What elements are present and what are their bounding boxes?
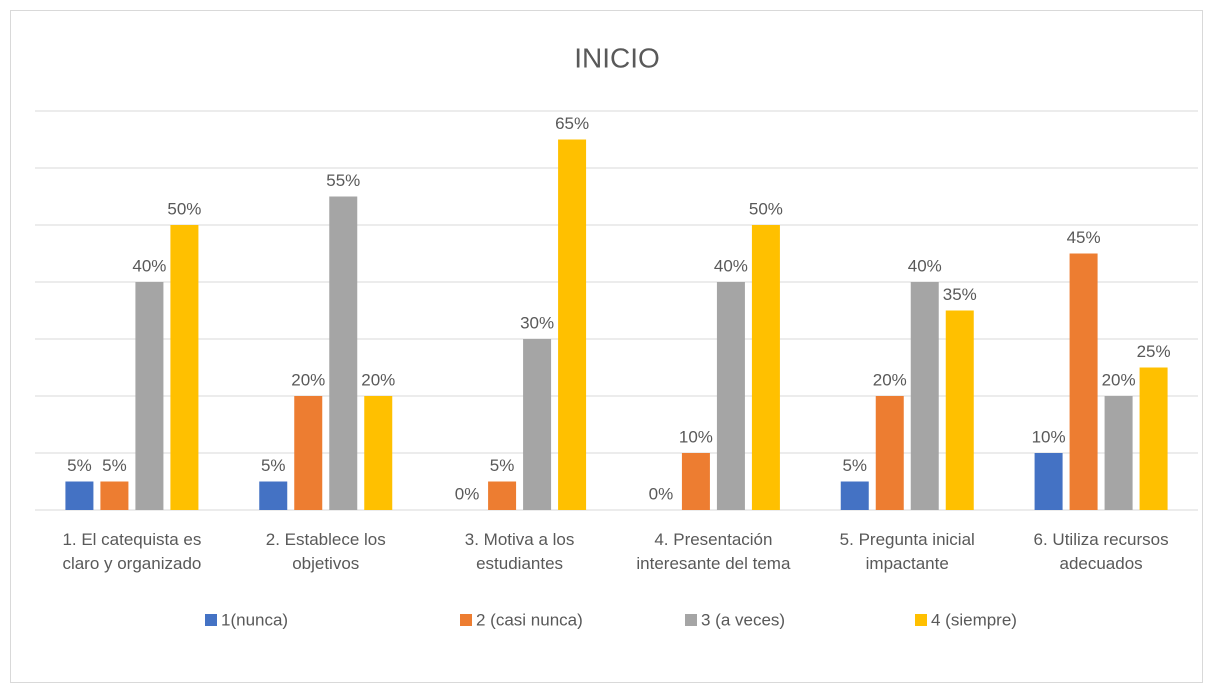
bar: [840, 481, 869, 510]
bar: [170, 225, 199, 510]
data-label: 40%: [908, 256, 942, 275]
data-label: 20%: [873, 370, 907, 389]
legend-swatch: [205, 614, 217, 626]
data-label: 25%: [1137, 342, 1171, 361]
data-label: 5%: [261, 456, 286, 475]
bar: [329, 196, 358, 510]
bar: [100, 481, 129, 510]
data-label: 20%: [291, 370, 325, 389]
legend-label: 4 (siempre): [931, 610, 1017, 629]
legend-label: 1(nunca): [221, 610, 288, 629]
bar: [1069, 253, 1098, 510]
data-label: 50%: [167, 199, 201, 218]
data-label: 50%: [749, 199, 783, 218]
bar: [945, 310, 974, 510]
bar: [716, 282, 745, 510]
data-label: 65%: [555, 114, 589, 133]
bar: [488, 481, 517, 510]
legend-swatch: [915, 614, 927, 626]
data-label: 0%: [649, 484, 674, 503]
x-tick-label: 1. El catequista es claro y organizado: [62, 530, 202, 573]
x-tick-label: 4. Presentación interesante del tema: [636, 530, 791, 573]
x-tick-label: 5. Pregunta inicial impactante: [839, 530, 975, 573]
data-label: 10%: [1032, 427, 1066, 446]
legend-swatch: [685, 614, 697, 626]
data-label: 10%: [679, 427, 713, 446]
data-label: 5%: [67, 456, 92, 475]
data-label: 0%: [455, 484, 480, 503]
bar: [259, 481, 288, 510]
bar: [1139, 367, 1168, 510]
legend-swatch: [460, 614, 472, 626]
bar: [558, 139, 587, 510]
data-label: 35%: [943, 285, 977, 304]
legend-label: 3 (a veces): [701, 610, 785, 629]
bar: [910, 282, 939, 510]
bar: [65, 481, 94, 510]
x-tick-label: 3. Motiva a los estudiantes: [464, 530, 575, 573]
bar: [523, 339, 552, 510]
bar: [751, 225, 780, 510]
data-label: 55%: [326, 171, 360, 190]
data-label: 5%: [102, 456, 127, 475]
legend-label: 2 (casi nunca): [476, 610, 583, 629]
bar: [875, 396, 904, 510]
bar: [135, 282, 164, 510]
x-tick-label: 6. Utiliza recursos adecuados: [1033, 530, 1169, 573]
data-label: 5%: [842, 456, 867, 475]
bar: [1034, 453, 1063, 510]
data-label: 20%: [1102, 370, 1136, 389]
data-label: 40%: [132, 256, 166, 275]
x-tick-label: 2. Establece los objetivos: [265, 530, 386, 573]
data-label: 45%: [1067, 228, 1101, 247]
bar: [1104, 396, 1133, 510]
chart-frame: [10, 10, 1203, 683]
data-label: 30%: [520, 313, 554, 332]
data-label: 40%: [714, 256, 748, 275]
data-label: 20%: [361, 370, 395, 389]
data-label: 5%: [490, 456, 515, 475]
bar: [294, 396, 323, 510]
bar: [364, 396, 393, 510]
bar: [681, 453, 710, 510]
chart-title: INICIO: [574, 42, 660, 73]
